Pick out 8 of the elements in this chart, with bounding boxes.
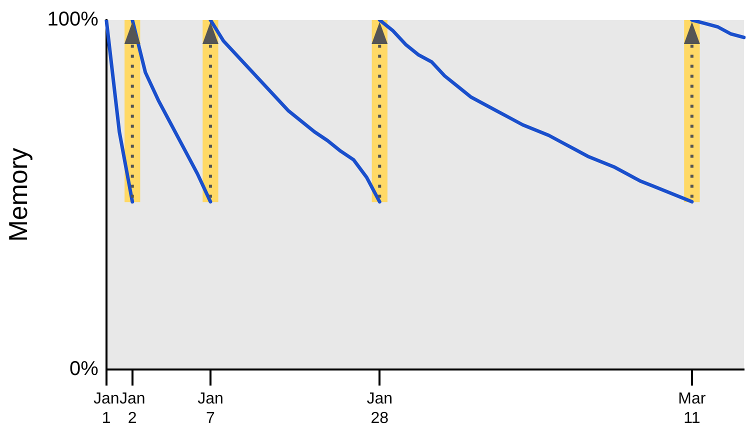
x-tick-label: Jan 2 <box>119 390 146 427</box>
x-tick-label: Jan 1 <box>93 390 120 427</box>
x-tick-label: Jan 7 <box>198 390 224 427</box>
y-axis-title: Memory <box>2 148 33 242</box>
x-tick-label: Mar 11 <box>678 390 706 427</box>
y-tick-label: 0% <box>69 358 99 380</box>
y-tick-label: 100% <box>47 8 99 31</box>
x-tick-label: Jan 28 <box>366 390 393 427</box>
